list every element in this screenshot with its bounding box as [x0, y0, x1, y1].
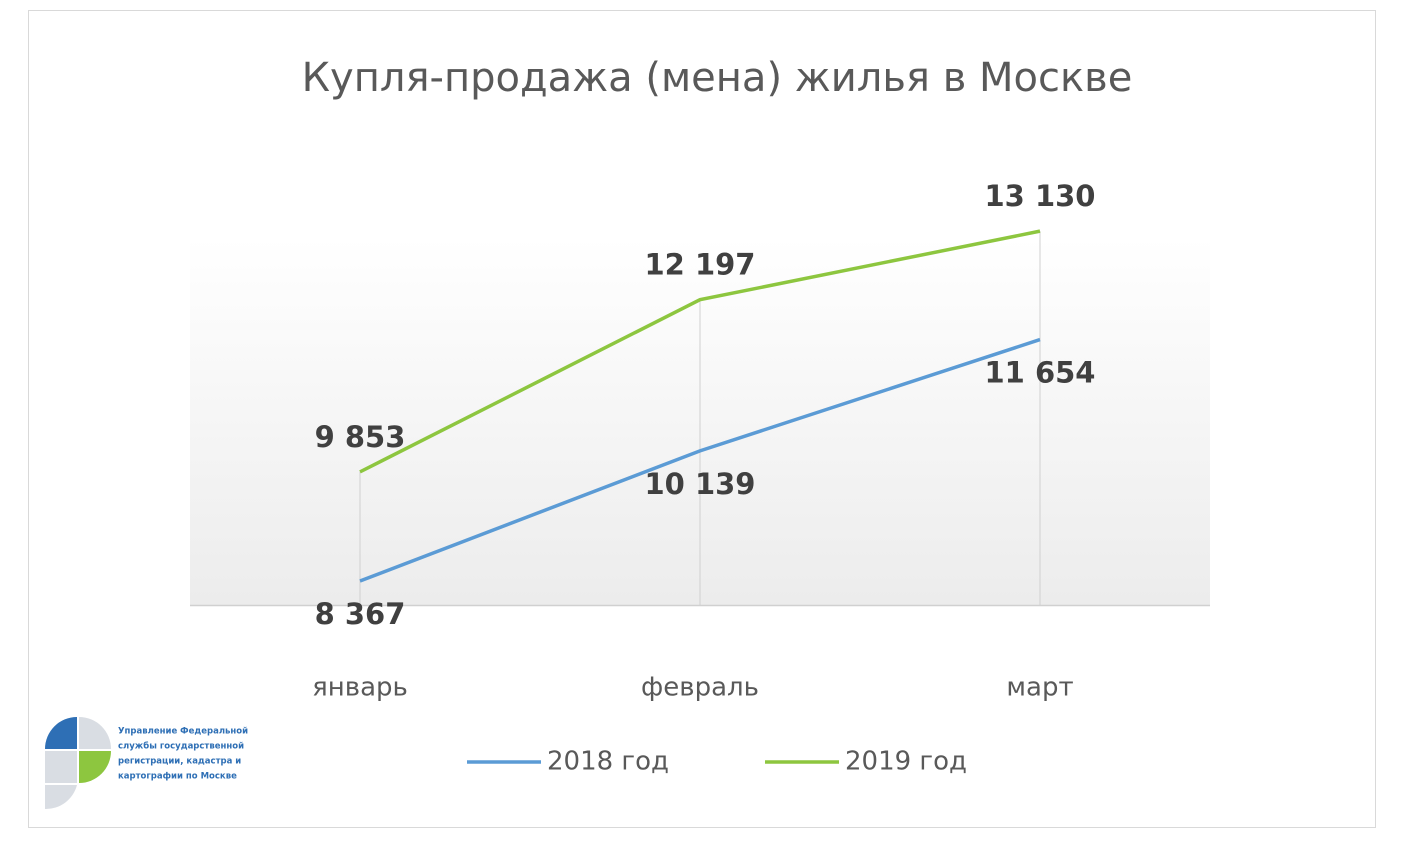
logo-text: картографии по Москве	[118, 772, 237, 782]
x-tick-label: январь	[312, 673, 408, 703]
chart-title: Купля-продажа (мена) жилья в Москве	[302, 55, 1133, 101]
data-label: 8 367	[315, 597, 406, 631]
logo-text: службы государственной	[118, 741, 244, 752]
logo-shape	[45, 751, 77, 783]
logo-shape	[79, 717, 111, 749]
logo-text: Управление Федеральной	[118, 727, 248, 737]
logo-shape	[45, 717, 77, 749]
data-label: 9 853	[315, 420, 406, 454]
data-label: 11 654	[985, 356, 1096, 390]
series-line	[359, 229, 1041, 474]
logo-shape	[79, 751, 111, 783]
x-tick-label: март	[1006, 673, 1073, 703]
x-tick-label: февраль	[641, 673, 759, 703]
series-line	[359, 337, 1041, 583]
legend-label: 2018 год	[547, 747, 669, 777]
data-label: 12 197	[645, 248, 756, 282]
data-label: 10 139	[645, 467, 756, 501]
data-label: 13 130	[985, 179, 1096, 213]
logo-shape	[45, 785, 77, 810]
logo-text: регистрации, кадастра и	[118, 757, 241, 767]
logo: Управление Федеральной службы государств…	[45, 717, 248, 810]
legend-label: 2019 год	[845, 747, 967, 777]
